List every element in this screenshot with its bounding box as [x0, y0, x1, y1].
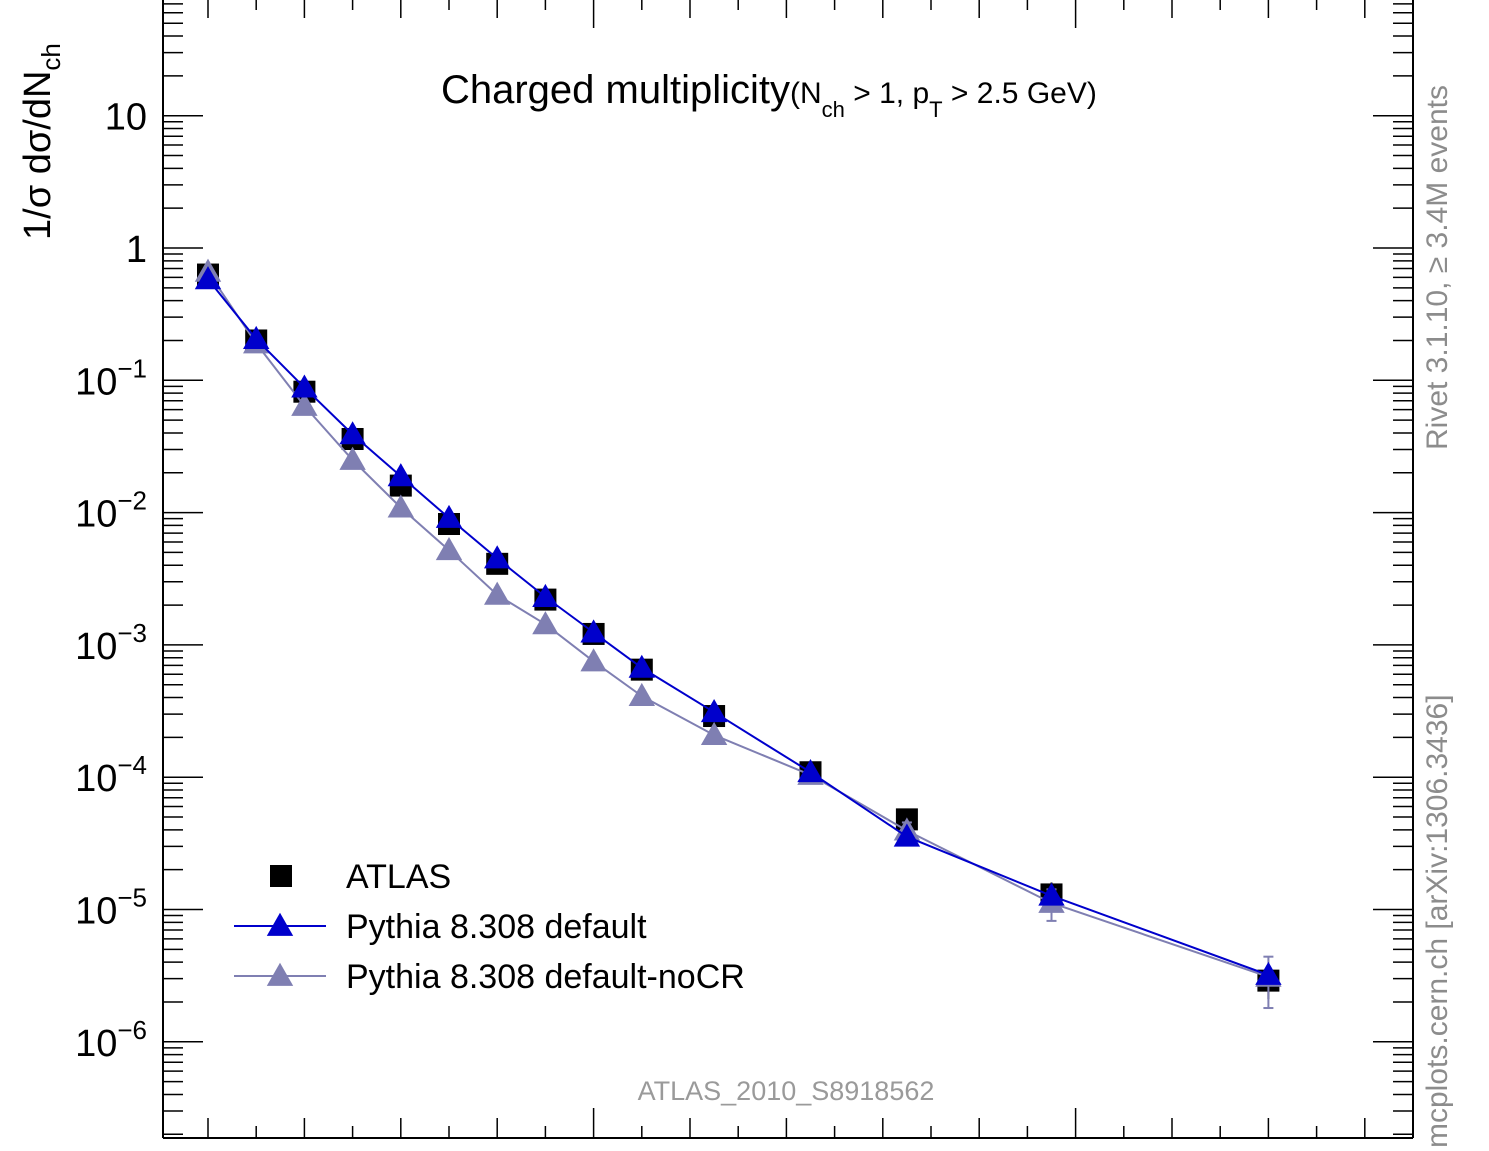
series-point [435, 504, 463, 528]
legend-entry: Pythia 8.308 default [234, 908, 647, 946]
series-layer [194, 258, 1282, 1010]
series-point [291, 374, 318, 398]
series-point [893, 823, 921, 847]
series-point [580, 619, 607, 643]
series-point [628, 654, 655, 678]
series-point [628, 682, 655, 707]
axis-ticks [163, 0, 1414, 1138]
y-axis-label-sub: ch [36, 43, 66, 70]
y-tick-label-exponent: −6 [117, 1015, 147, 1045]
y-tick-label-base: 10 [105, 97, 147, 139]
series-point [484, 545, 511, 569]
title-mid: > 1, p [845, 77, 929, 110]
series-point [339, 446, 366, 470]
series-point [387, 463, 414, 487]
series-point [1255, 961, 1282, 985]
y-tick-label-exponent: −1 [117, 353, 147, 383]
y-tick-label-base: 10 [75, 494, 117, 536]
series-point [484, 581, 511, 605]
y-tick-label: 10−3 [75, 618, 147, 668]
series-point [1038, 882, 1065, 906]
y-tick-label-base: 10 [75, 626, 117, 668]
series-point [532, 583, 559, 607]
legend-label: ATLAS [346, 858, 451, 896]
series-pythia-default [194, 266, 1282, 985]
legend-marker-triangle [266, 912, 294, 936]
series-point [194, 266, 222, 290]
series-point [435, 536, 463, 561]
legend-marker-triangle [266, 962, 294, 986]
y-tick-label-exponent: −3 [117, 618, 147, 648]
y-tick-label: 1 [126, 229, 147, 271]
series-point [700, 721, 728, 746]
title-end: > 2.5 GeV) [943, 77, 1097, 110]
series-point [580, 648, 607, 672]
series-point [797, 759, 824, 783]
series-point [339, 421, 366, 445]
plot-frame [162, 0, 1414, 1139]
y-tick-label-base: 1 [126, 229, 147, 271]
y-tick-label: 10−4 [75, 750, 147, 800]
y-tick-label: 10−6 [75, 1015, 147, 1065]
title-suffix: (N [790, 77, 822, 110]
y-tick-label-base: 10 [75, 891, 117, 933]
series-point [291, 392, 318, 416]
legend-marker-square [270, 865, 292, 887]
chart-title-cuts: (Nch > 1, pT > 2.5 GeV) [790, 77, 1097, 122]
title-sub-ch: ch [822, 97, 845, 122]
y-tick-label: 10 [105, 97, 147, 139]
y-tick-label: 10−1 [75, 353, 147, 403]
chart-title: Charged multiplicity [441, 68, 790, 112]
y-tick-label: 10−5 [75, 883, 147, 933]
y-tick-label-exponent: −4 [117, 750, 147, 780]
series-point [700, 698, 728, 723]
watermark: ATLAS_2010_S8918562 [638, 1076, 935, 1106]
side-text-rivet: Rivet 3.1.10, ≥ 3.4M events [1421, 85, 1454, 450]
y-axis-label-main: 1/σ dσ/dN [17, 71, 59, 240]
legend-entry: ATLAS [270, 858, 451, 896]
legend-label: Pythia 8.308 default-noCR [346, 958, 745, 996]
y-tick-label: 10−2 [75, 486, 147, 536]
title-sub-t: T [929, 97, 942, 122]
legend: ATLAS Pythia 8.308 default Pythia 8.308 de… [234, 858, 745, 996]
y-tick-label-base: 10 [75, 758, 117, 800]
y-tick-label-base: 10 [75, 361, 117, 403]
series-point [532, 611, 559, 635]
series-point [243, 325, 270, 349]
side-text-mcplots: mcplots.cern.ch [arXiv:1306.3436] [1421, 694, 1454, 1148]
y-axis-label: 1/σ dσ/dNch [17, 43, 66, 240]
legend-entry: Pythia 8.308 default-noCR [234, 958, 745, 996]
y-tick-label-exponent: −5 [117, 883, 147, 913]
y-tick-label-exponent: −2 [117, 486, 147, 516]
series-point [387, 494, 414, 518]
legend-label: Pythia 8.308 default [346, 908, 647, 946]
chart-title-main: Charged multiplicity [441, 68, 790, 112]
y-tick-label-base: 10 [75, 1023, 117, 1065]
